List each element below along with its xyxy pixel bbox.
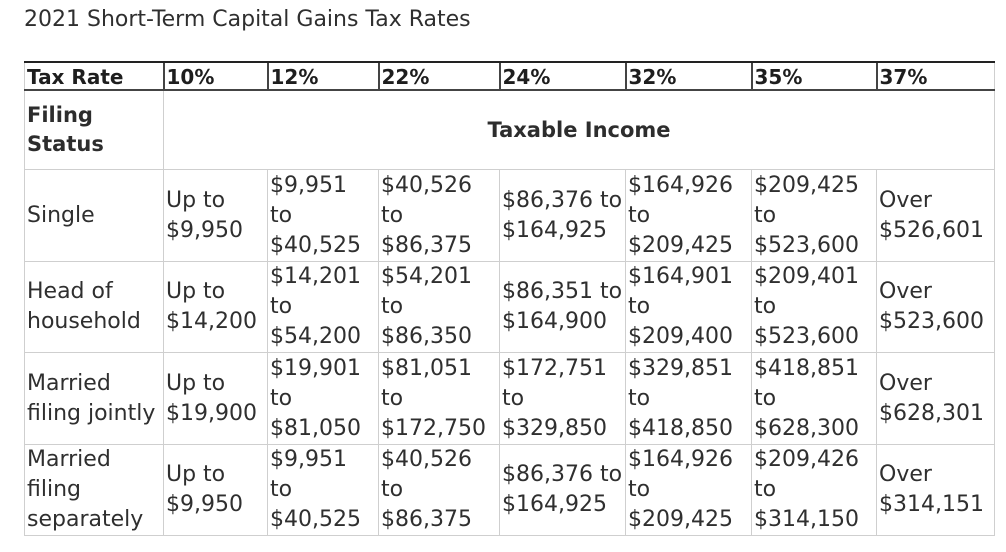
income-cell: $172,751 to $329,850 xyxy=(499,352,626,445)
rate-24: 24% xyxy=(498,61,626,91)
income-cell: Over $526,601 xyxy=(876,169,995,262)
income-cell: Up to $14,200 xyxy=(163,261,268,353)
income-cell: $86,376 to $164,925 xyxy=(499,444,626,536)
rate-35: 35% xyxy=(750,61,877,91)
income-cell: Over $628,301 xyxy=(876,352,995,445)
income-cell: $14,201 to $54,200 xyxy=(267,261,379,353)
rate-37: 37% xyxy=(875,61,995,91)
income-cell: $9,951 to $40,525 xyxy=(267,169,379,262)
table-row: Single Up to $9,950 $9,951 to $40,525 $4… xyxy=(24,169,995,262)
filing-status-cell: Head of household xyxy=(24,261,164,353)
filing-status-cell: Married filing separately xyxy=(24,444,164,536)
income-cell: $209,401 to $523,600 xyxy=(751,261,877,353)
filing-status-label: Filing Status xyxy=(24,89,164,170)
income-cell: $86,376 to $164,925 xyxy=(499,169,626,262)
income-cell: Up to $9,950 xyxy=(163,169,268,262)
income-cell: Up to $19,900 xyxy=(163,352,268,445)
income-cell: $209,425 to $523,600 xyxy=(751,169,877,262)
rate-32: 32% xyxy=(624,61,752,91)
income-cell: $40,526 to $86,375 xyxy=(378,169,500,262)
filing-status-header-row: Filing Status Taxable Income xyxy=(24,89,995,170)
income-cell: Up to $9,950 xyxy=(163,444,268,536)
income-cell: $40,526 to $86,375 xyxy=(378,444,500,536)
income-cell: $418,851 to $628,300 xyxy=(751,352,877,445)
page-title: 2021 Short-Term Capital Gains Tax Rates xyxy=(24,7,471,32)
tax-rates-table: Tax Rate 10% 12% 22% 24% 32% 35% 37% Fil… xyxy=(24,61,995,536)
income-cell: $164,926 to $209,425 xyxy=(625,444,752,536)
income-cell: $19,901 to $81,050 xyxy=(267,352,379,445)
rate-22: 22% xyxy=(377,61,500,91)
table-row: Married filing jointly Up to $19,900 $19… xyxy=(24,352,995,445)
tax-rate-header-row: Tax Rate 10% 12% 22% 24% 32% 35% 37% xyxy=(24,61,995,91)
income-cell: Over $314,151 xyxy=(876,444,995,536)
income-cell: $209,426 to $314,150 xyxy=(751,444,877,536)
tax-rate-label: Tax Rate xyxy=(24,61,164,91)
income-cell: $86,351 to $164,900 xyxy=(499,261,626,353)
filing-status-cell: Single xyxy=(24,169,164,262)
rate-10: 10% xyxy=(162,61,268,91)
income-cell: $81,051 to $172,750 xyxy=(378,352,500,445)
table-row: Married filing separately Up to $9,950 $… xyxy=(24,444,995,536)
table-row: Head of household Up to $14,200 $14,201 … xyxy=(24,261,995,353)
rate-12: 12% xyxy=(266,61,379,91)
income-cell: $329,851 to $418,850 xyxy=(625,352,752,445)
income-cell: $164,901 to $209,400 xyxy=(625,261,752,353)
filing-status-cell: Married filing jointly xyxy=(24,352,164,445)
income-cell: $54,201 to $86,350 xyxy=(378,261,500,353)
income-cell: Over $523,600 xyxy=(876,261,995,353)
income-cell: $9,951 to $40,525 xyxy=(267,444,379,536)
income-cell: $164,926 to $209,425 xyxy=(625,169,752,262)
taxable-income-label: Taxable Income xyxy=(163,89,995,170)
